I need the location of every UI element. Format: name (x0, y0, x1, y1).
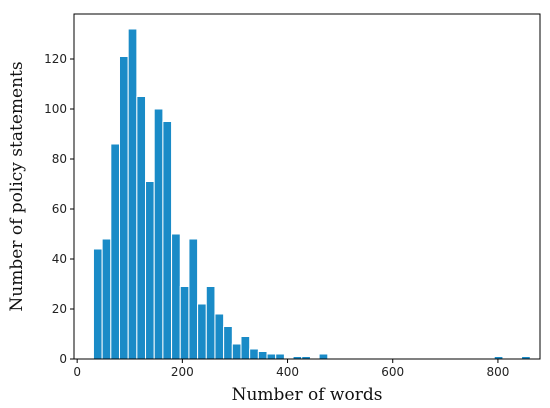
histogram-bar (127, 28, 138, 360)
histogram-bar (153, 108, 164, 360)
x-tick-label: 600 (381, 365, 404, 379)
histogram-bar (205, 286, 216, 360)
x-tick-label: 400 (276, 365, 299, 379)
histogram-bar (179, 286, 190, 360)
y-axis: 0 20 40 60 80 100 120 (44, 52, 74, 366)
bars-layer (92, 28, 531, 360)
y-tick-label: 20 (52, 302, 67, 316)
y-tick-label: 120 (44, 52, 67, 66)
x-tick-label: 800 (486, 365, 509, 379)
histogram-bar (101, 238, 112, 360)
x-axis-label: Number of words (232, 385, 383, 405)
y-axis-label: Number of policy statements (7, 61, 27, 311)
histogram-bar (171, 233, 181, 360)
x-tick-label: 200 (171, 365, 194, 379)
histogram-bar (231, 343, 242, 360)
histogram-bar (223, 326, 233, 360)
histogram-bar (110, 143, 120, 360)
y-tick-label: 40 (52, 252, 67, 266)
histogram-bar (249, 348, 259, 360)
y-tick-label: 60 (52, 202, 67, 216)
x-axis: 0 200 400 600 800 (73, 359, 509, 379)
y-tick-label: 0 (59, 352, 67, 366)
histogram-bar (197, 303, 207, 360)
histogram-bar (214, 313, 225, 360)
histogram-bar (92, 248, 103, 360)
histogram-bar (188, 238, 199, 360)
x-tick-label: 0 (73, 365, 81, 379)
histogram-bar (240, 336, 251, 360)
histogram-bar (145, 181, 155, 360)
y-tick-label: 80 (52, 152, 67, 166)
histogram-bar (257, 351, 268, 360)
plot-frame (73, 13, 541, 360)
y-tick-label: 100 (44, 102, 67, 116)
histogram-bar (118, 56, 129, 360)
histogram-bar (136, 96, 147, 360)
histogram-bar (266, 353, 277, 360)
histogram-bar (162, 121, 173, 360)
histogram-bar (275, 353, 285, 360)
histogram-bar (318, 353, 329, 360)
